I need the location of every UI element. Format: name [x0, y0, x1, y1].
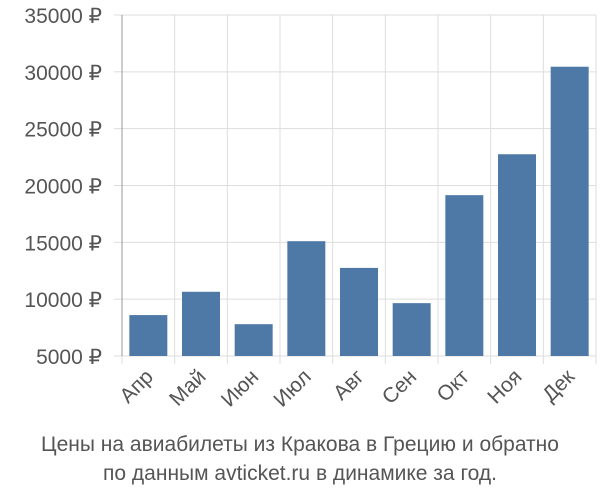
y-tick-label: 15000 ₽ [24, 232, 102, 255]
x-tick-label: Окт [433, 365, 475, 407]
bar-4 [287, 241, 326, 356]
y-tick-label: 35000 ₽ [24, 5, 102, 28]
bar-5 [340, 267, 378, 356]
bar-9 [550, 66, 589, 357]
grid-lines [121, 14, 597, 364]
chart-caption-line-2: по данным avticket.ru в динамике за год. [103, 462, 497, 485]
y-tick-label: 25000 ₽ [24, 119, 102, 142]
x-tick-label: Апр [115, 365, 157, 407]
x-tick-label: Авг [329, 365, 369, 405]
chart-caption-line-1: Цены на авиабилеты из Кракова в Грецию и… [41, 433, 559, 456]
bar-8 [498, 154, 536, 356]
x-tick-label: Июн [217, 365, 263, 411]
bar-6 [392, 303, 431, 356]
bar-2 [182, 291, 220, 356]
bar-3 [234, 324, 273, 356]
y-tick-label: 30000 ₽ [24, 62, 102, 85]
x-tick-label: Дек [538, 365, 580, 407]
y-tick-label: 5000 ₽ [36, 346, 102, 369]
x-tick-label: Ноя [483, 365, 526, 408]
bars [129, 66, 589, 357]
x-tick-label: Июл [269, 365, 315, 411]
y-tick-label: 10000 ₽ [24, 289, 102, 312]
y-tick-labels: 5000 ₽ 10000 ₽ 15000 ₽ 20000 ₽ 25000 ₽ 30000 … [24, 5, 102, 369]
x-tick-labels: Апр Май Июн Июл Авг Сен Окт Ноя Дек [115, 365, 579, 412]
x-tick-label: Май [165, 365, 210, 410]
x-tick-label: Сен [378, 365, 421, 408]
y-tick-label: 20000 ₽ [24, 176, 102, 199]
bar-7 [445, 195, 484, 356]
bar-1 [129, 315, 168, 356]
axes [114, 14, 123, 357]
price-bar-chart: 5000 ₽ 10000 ₽ 15000 ₽ 20000 ₽ 25000 ₽ 30000 … [24, 5, 597, 412]
